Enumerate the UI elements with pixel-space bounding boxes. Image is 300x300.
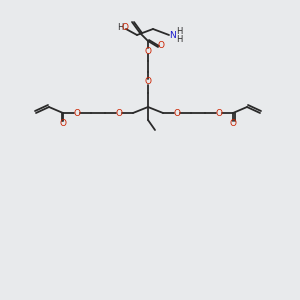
Text: O: O xyxy=(59,118,67,127)
Text: O: O xyxy=(230,118,236,127)
Text: O: O xyxy=(145,46,152,56)
Text: O: O xyxy=(116,109,122,118)
Text: O: O xyxy=(145,77,152,86)
Text: O: O xyxy=(122,23,128,32)
Text: O: O xyxy=(158,40,164,50)
Text: O: O xyxy=(173,109,181,118)
Text: O: O xyxy=(215,109,223,118)
Text: H: H xyxy=(176,35,182,44)
Text: N: N xyxy=(169,32,176,40)
Text: H: H xyxy=(176,28,182,37)
Text: O: O xyxy=(74,109,80,118)
Text: H: H xyxy=(117,23,123,32)
